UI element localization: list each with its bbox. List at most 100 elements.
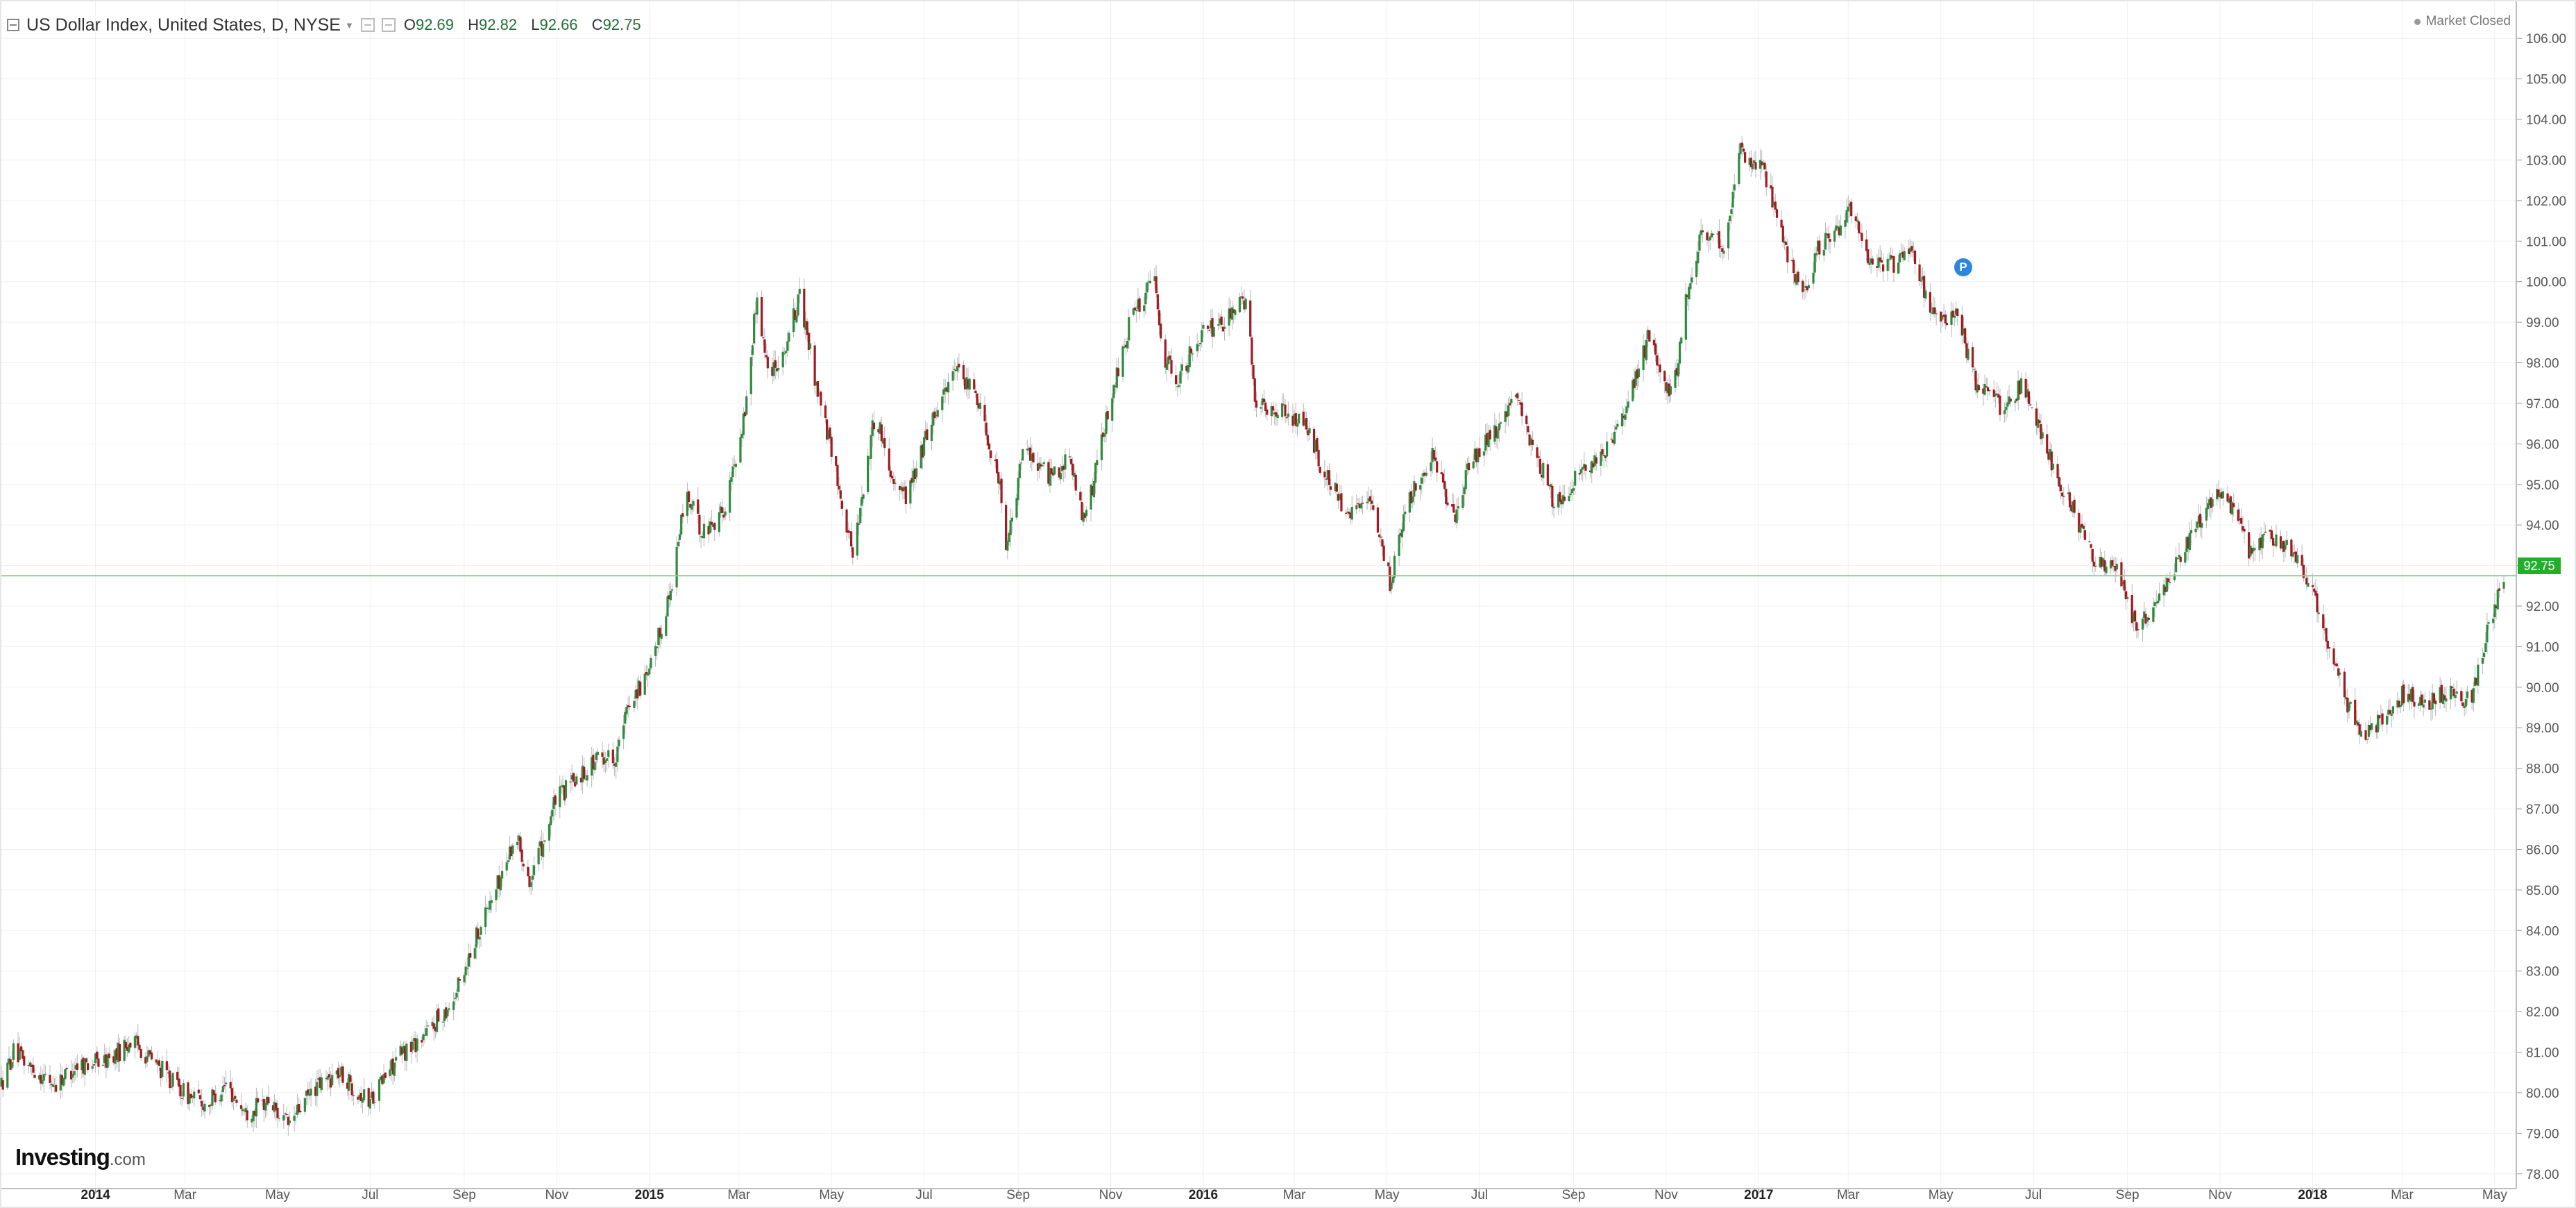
candle[interactable] (243, 1109, 246, 1116)
candle[interactable] (2067, 484, 2069, 501)
candle[interactable] (1540, 464, 1543, 482)
candle[interactable] (2135, 620, 2138, 639)
candle[interactable] (2270, 526, 2273, 540)
candle[interactable] (446, 1009, 449, 1023)
candle[interactable] (1380, 528, 1382, 546)
candle[interactable] (798, 277, 801, 304)
candle[interactable] (1935, 310, 1938, 326)
candle[interactable] (1070, 455, 1073, 471)
candle[interactable] (1144, 282, 1147, 315)
candle[interactable] (469, 945, 472, 968)
candle[interactable] (234, 1091, 237, 1102)
candle[interactable] (1903, 247, 1906, 261)
candle[interactable] (284, 1111, 287, 1120)
candle[interactable] (605, 757, 609, 772)
candle[interactable] (335, 1070, 338, 1080)
candle[interactable] (1932, 295, 1935, 317)
candle[interactable] (2502, 576, 2505, 594)
candle[interactable] (1092, 471, 1096, 504)
candle[interactable] (1330, 478, 1332, 496)
candle[interactable] (1178, 374, 1180, 389)
candle[interactable] (1264, 399, 1267, 417)
candle[interactable] (2358, 719, 2361, 745)
candle[interactable] (2158, 582, 2161, 603)
candle[interactable] (1041, 462, 1044, 467)
candle[interactable] (951, 365, 954, 391)
candle[interactable] (384, 1072, 387, 1080)
candle[interactable] (788, 330, 790, 351)
candle[interactable] (495, 888, 498, 912)
candle[interactable] (1572, 481, 1575, 495)
candle[interactable] (1675, 358, 1678, 380)
candle[interactable] (2249, 535, 2252, 560)
candle[interactable] (1156, 285, 1159, 317)
candle[interactable] (2482, 652, 2486, 663)
candle[interactable] (2486, 612, 2489, 654)
candle[interactable] (1441, 470, 1445, 483)
candle[interactable] (266, 1094, 269, 1116)
candle[interactable] (677, 538, 679, 549)
candle[interactable] (1695, 251, 1698, 285)
candle[interactable] (872, 411, 875, 439)
candle[interactable] (1912, 242, 1915, 262)
candle[interactable] (718, 503, 720, 537)
candle[interactable] (1847, 195, 1849, 223)
candle[interactable] (1886, 253, 1889, 281)
candle[interactable] (1950, 301, 1953, 337)
candle[interactable] (1802, 279, 1804, 299)
candle[interactable] (71, 1063, 74, 1084)
candle[interactable] (1135, 305, 1138, 323)
candle[interactable] (2211, 492, 2214, 513)
candle[interactable] (2137, 623, 2139, 638)
candle[interactable] (990, 450, 992, 464)
candle[interactable] (2220, 487, 2223, 499)
candle[interactable] (1174, 364, 1178, 391)
candle[interactable] (252, 1109, 255, 1132)
candle[interactable] (1879, 245, 1881, 273)
candle[interactable] (170, 1075, 173, 1089)
candle[interactable] (212, 1090, 215, 1102)
candle[interactable] (618, 735, 620, 751)
candle[interactable] (1251, 335, 1253, 376)
candle[interactable] (1718, 219, 1721, 258)
candle[interactable] (930, 412, 933, 451)
candle[interactable] (1495, 419, 1498, 448)
candle[interactable] (22, 1047, 24, 1061)
candle[interactable] (1112, 384, 1115, 403)
candle[interactable] (713, 522, 716, 542)
candle[interactable] (1260, 401, 1262, 415)
candle[interactable] (1625, 399, 1628, 420)
candle[interactable] (156, 1051, 159, 1073)
candle[interactable] (1368, 489, 1372, 512)
candle[interactable] (214, 1085, 217, 1105)
candle[interactable] (189, 1089, 192, 1099)
candle[interactable] (2293, 544, 2296, 564)
candle[interactable] (739, 428, 742, 464)
candle[interactable] (1032, 452, 1035, 465)
candle[interactable] (1870, 249, 1872, 274)
candle[interactable] (1889, 247, 1892, 260)
candle[interactable] (1359, 496, 1362, 512)
candle[interactable] (2219, 488, 2221, 509)
candle[interactable] (193, 1087, 196, 1107)
chevron-down-icon[interactable]: ▼ (344, 19, 354, 31)
candle[interactable] (729, 471, 731, 521)
candle[interactable] (1408, 489, 1411, 523)
candle[interactable] (2005, 399, 2008, 422)
candle[interactable] (467, 943, 471, 977)
candle[interactable] (1730, 203, 1733, 224)
candle[interactable] (1716, 229, 1719, 244)
candle[interactable] (2290, 538, 2293, 563)
candle[interactable] (731, 458, 734, 485)
candle[interactable] (2008, 385, 2010, 406)
candle[interactable] (870, 427, 872, 471)
candle[interactable] (1400, 522, 1403, 549)
candle[interactable] (1761, 150, 1763, 173)
candle[interactable] (2366, 738, 2369, 744)
candle[interactable] (1434, 446, 1437, 462)
candle[interactable] (1856, 212, 1859, 230)
candle[interactable] (2081, 514, 2083, 528)
candle[interactable] (2460, 687, 2463, 705)
candle[interactable] (648, 663, 651, 678)
candle[interactable] (1029, 437, 1032, 468)
